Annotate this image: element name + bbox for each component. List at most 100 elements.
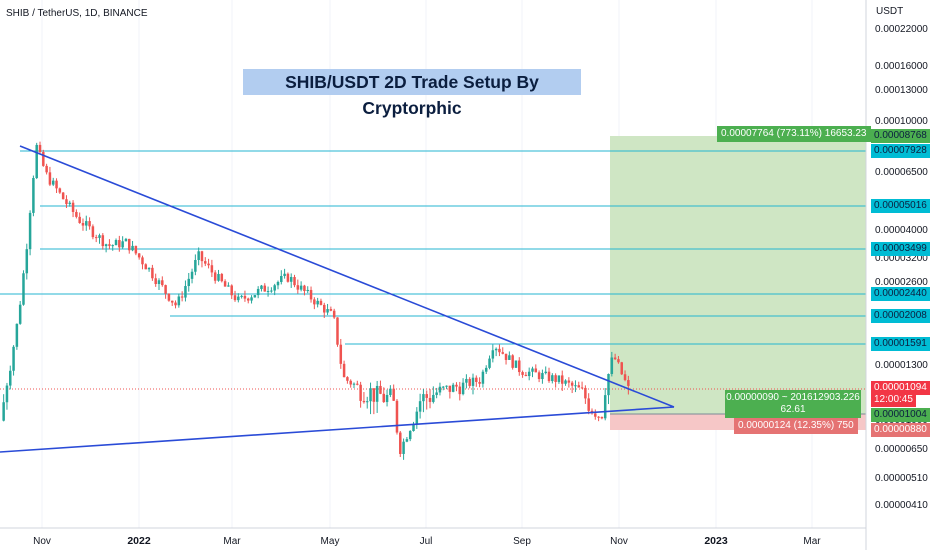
x-tick-label: Nov <box>610 536 628 547</box>
candle-body <box>475 377 478 382</box>
candle-body <box>574 385 577 387</box>
candle-body <box>620 362 623 375</box>
candle-body <box>339 344 343 364</box>
candle-body <box>141 257 144 265</box>
candle-body <box>204 261 207 264</box>
y-tick-label: 0.00013000 <box>875 85 928 96</box>
candle-body <box>508 355 511 360</box>
candle-body <box>253 295 257 298</box>
candle-body <box>32 178 35 213</box>
candle-body <box>108 244 111 246</box>
candle-body <box>504 353 508 360</box>
descending-trendline <box>19 145 675 408</box>
candle-body <box>402 441 405 454</box>
level-price-tag: 0.00001591 <box>871 337 930 351</box>
candle-body <box>488 358 491 368</box>
candle-body <box>438 386 442 393</box>
x-tick-label: May <box>321 536 340 547</box>
candle-body <box>170 300 174 303</box>
candle-body <box>567 380 571 383</box>
candle-body <box>518 360 521 373</box>
candle-body <box>197 251 200 261</box>
candle-body <box>98 235 101 238</box>
candle-body <box>306 289 309 292</box>
level-price-tag: 0.00002440 <box>871 287 930 301</box>
candle-body <box>372 388 376 402</box>
candle-body <box>75 211 78 217</box>
candle-body <box>220 273 224 282</box>
candle-body <box>128 238 131 251</box>
candle-body <box>309 289 313 300</box>
candle-body <box>564 380 567 384</box>
candle-body <box>104 244 108 247</box>
candle-body <box>233 295 237 301</box>
y-tick-label: 0.00006500 <box>875 167 928 178</box>
candle-body <box>61 192 65 200</box>
candle-body <box>296 285 300 290</box>
candle-body <box>613 357 617 360</box>
candle-body <box>554 375 557 382</box>
candle-body <box>237 296 240 301</box>
candle-body <box>114 240 118 246</box>
position-zones <box>610 136 866 430</box>
candle-body <box>207 263 210 266</box>
candle-body <box>246 298 250 301</box>
candle-body <box>286 273 290 282</box>
candle-body <box>111 245 114 247</box>
candle-body <box>329 309 333 311</box>
target-price-tag: 0.00008768 <box>871 129 930 143</box>
candle-body <box>498 348 501 353</box>
y-tick-label: 0.00000510 <box>875 473 928 484</box>
candle-body <box>161 280 164 286</box>
candle-body <box>389 388 392 395</box>
candle-body <box>28 212 32 250</box>
candle-body <box>551 375 554 382</box>
candle-body <box>494 348 498 351</box>
candle-body <box>124 238 128 242</box>
candle-body <box>478 381 481 384</box>
candle-body <box>465 378 468 383</box>
candle-body <box>544 371 547 374</box>
y-tick-label: 0.00016000 <box>875 61 928 72</box>
candle-body <box>283 273 286 277</box>
candle-body <box>514 360 518 368</box>
candle-body <box>260 285 263 289</box>
x-tick-label: Mar <box>223 536 241 547</box>
candle-body <box>491 350 495 359</box>
candle-body <box>342 363 346 378</box>
candle-body <box>42 152 45 166</box>
y-tick-label: 0.00022000 <box>875 24 928 35</box>
candle-body <box>395 400 399 433</box>
candle-body <box>293 277 296 286</box>
y-tick-label: 0.00002600 <box>875 277 928 288</box>
level-price-tag: 0.00007928 <box>871 144 930 158</box>
candle-body <box>240 295 243 297</box>
candle-body <box>243 295 247 299</box>
x-tick-label: Mar <box>803 536 821 547</box>
candle-body <box>276 281 280 286</box>
candle-body <box>587 398 590 411</box>
candle-body <box>369 388 372 402</box>
y-tick-label: 0.00004000 <box>875 225 928 236</box>
candle-body <box>359 384 362 401</box>
candle-body <box>121 241 124 248</box>
x-tick-label: Sep <box>513 536 531 547</box>
candle-body <box>356 383 359 385</box>
candle-body <box>303 285 306 292</box>
candle-body <box>560 375 564 384</box>
candle-body <box>187 278 190 287</box>
candle-body <box>101 235 105 247</box>
candle-body <box>600 416 604 419</box>
currency-label: USDT <box>876 6 904 17</box>
candle-body <box>481 371 485 384</box>
candle-body <box>167 293 171 301</box>
candle-body <box>210 265 214 273</box>
candle-body <box>88 221 91 227</box>
candle-body <box>313 299 316 305</box>
candle-body <box>451 384 455 392</box>
candle-body <box>273 285 276 291</box>
candle-body <box>184 286 187 298</box>
candle-body <box>349 380 352 385</box>
candle-body <box>442 386 445 388</box>
candle-body <box>428 397 432 402</box>
